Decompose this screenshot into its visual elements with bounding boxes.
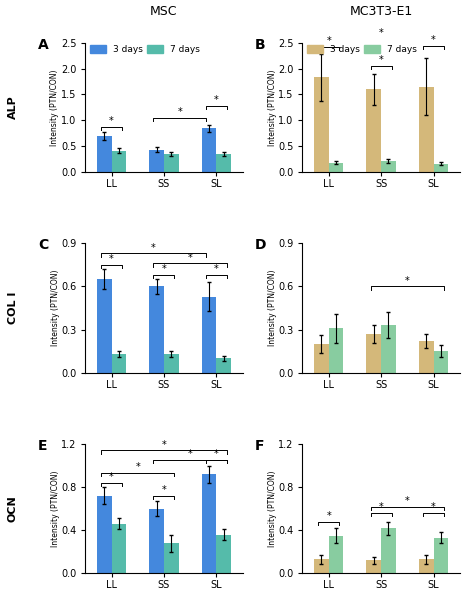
Bar (97, 496, 111, 573)
Bar (164, 543, 179, 573)
Bar (366, 334, 381, 373)
Bar (434, 538, 448, 573)
Y-axis label: Intensity (PTN/CON): Intensity (PTN/CON) (268, 270, 277, 346)
Text: C: C (38, 238, 48, 252)
Legend: 3 days, 7 days: 3 days, 7 days (90, 45, 200, 54)
Bar (111, 151, 126, 172)
Text: OCN: OCN (8, 495, 18, 522)
Text: B: B (255, 38, 266, 51)
Text: *: * (326, 511, 331, 521)
Bar (149, 287, 164, 373)
Text: *: * (214, 95, 219, 105)
Text: *: * (188, 253, 192, 263)
Text: *: * (431, 35, 436, 45)
Bar (149, 150, 164, 172)
Bar (202, 128, 217, 172)
Text: *: * (109, 472, 114, 482)
Bar (434, 351, 448, 373)
Text: *: * (188, 450, 192, 459)
Text: *: * (379, 56, 383, 65)
Text: *: * (326, 36, 331, 46)
Bar (202, 474, 217, 573)
Bar (419, 559, 434, 573)
Text: *: * (136, 462, 140, 472)
Text: A: A (38, 38, 49, 51)
Bar (434, 164, 448, 172)
Bar (111, 524, 126, 573)
Text: D: D (255, 238, 267, 252)
Text: *: * (162, 440, 166, 450)
Bar (97, 279, 111, 373)
Text: *: * (379, 503, 383, 512)
Text: *: * (151, 243, 156, 253)
Bar (149, 509, 164, 573)
Y-axis label: Intensity (PTN/CON): Intensity (PTN/CON) (268, 470, 277, 547)
Text: *: * (379, 28, 383, 38)
Bar (217, 359, 231, 373)
Text: *: * (405, 276, 410, 286)
Text: *: * (177, 107, 182, 117)
Text: COL I: COL I (8, 292, 18, 325)
Y-axis label: Intensity (PTN/CON): Intensity (PTN/CON) (267, 69, 276, 146)
Bar (366, 89, 381, 172)
Bar (202, 296, 217, 373)
Text: *: * (405, 496, 410, 506)
Bar (314, 344, 328, 373)
Legend: 3 days, 7 days: 3 days, 7 days (307, 45, 417, 54)
Text: *: * (109, 254, 114, 264)
Title: MC3T3-E1: MC3T3-E1 (349, 5, 413, 18)
Text: E: E (38, 439, 47, 453)
Bar (381, 528, 396, 573)
Title: MSC: MSC (150, 5, 178, 18)
Bar (164, 354, 179, 373)
Bar (217, 154, 231, 172)
Text: *: * (109, 116, 114, 126)
Bar (328, 163, 343, 172)
Text: *: * (162, 485, 166, 495)
Text: F: F (255, 439, 265, 453)
Bar (314, 77, 328, 172)
Bar (217, 534, 231, 573)
Bar (419, 87, 434, 172)
Bar (111, 354, 126, 373)
Bar (366, 561, 381, 573)
Text: *: * (431, 503, 436, 512)
Text: *: * (162, 264, 166, 274)
Y-axis label: Intensity (PTN/CON): Intensity (PTN/CON) (51, 270, 60, 346)
Bar (164, 154, 179, 172)
Text: *: * (214, 264, 219, 274)
Bar (328, 536, 343, 573)
Text: *: * (214, 450, 219, 459)
Bar (97, 136, 111, 172)
Bar (381, 325, 396, 373)
Bar (419, 341, 434, 373)
Bar (328, 328, 343, 373)
Text: ALP: ALP (8, 96, 18, 120)
Bar (314, 559, 328, 573)
Y-axis label: Intensity (PTN/CON): Intensity (PTN/CON) (51, 470, 60, 547)
Y-axis label: Intensity (PTN/CON): Intensity (PTN/CON) (50, 69, 59, 146)
Bar (381, 161, 396, 172)
